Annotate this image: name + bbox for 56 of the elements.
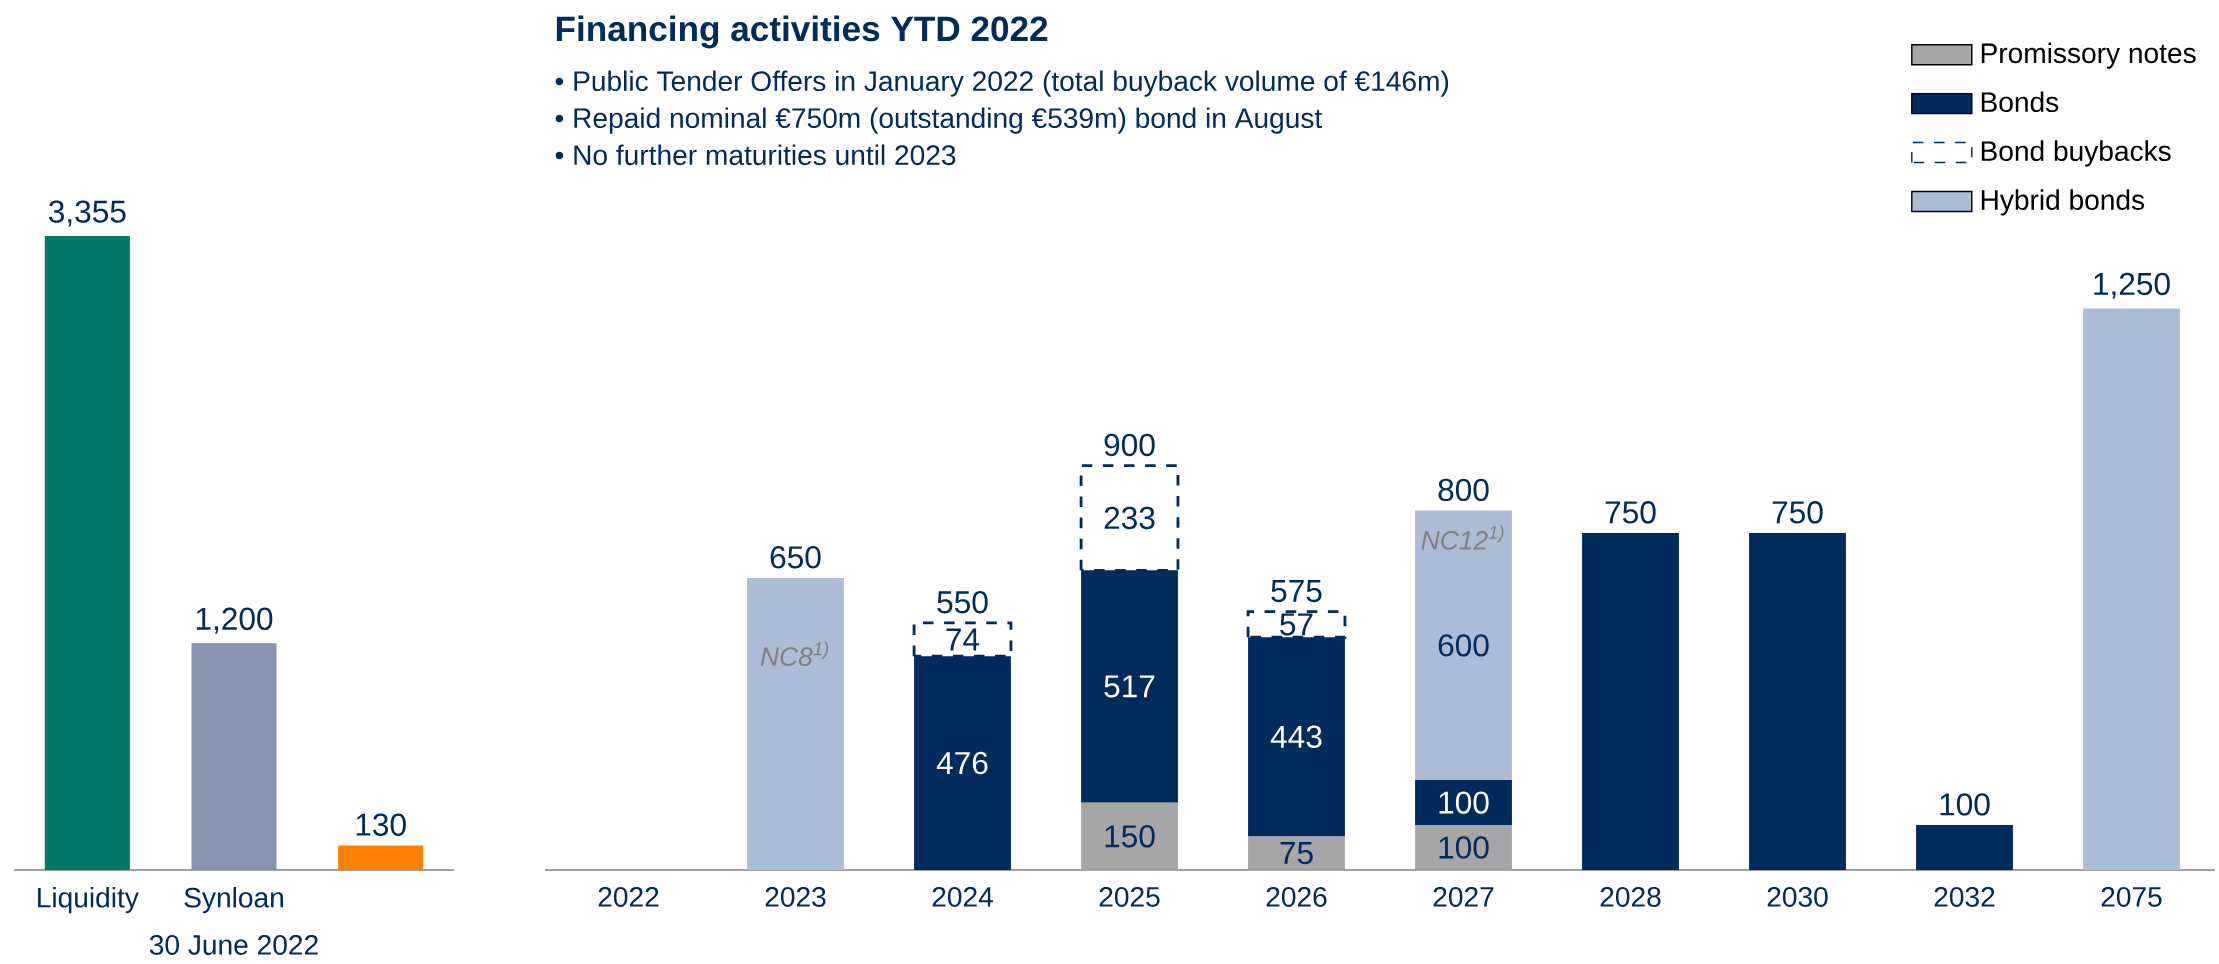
x-tick-label: 2023: [765, 886, 826, 907]
x-tick-label: 2025: [1099, 886, 1160, 907]
x-tick-label: 2024: [932, 886, 993, 907]
x-tick-label: Synloan: [184, 886, 283, 914]
annotation: NC12$^{1)}$: [1421, 525, 1504, 550]
x-tick-label: 2030: [1767, 886, 1828, 907]
data-label: 233: [1104, 506, 1155, 530]
annotation: NC8$^{1)}$: [760, 641, 829, 667]
data-label: 476: [936, 751, 988, 775]
total-label: 650: [770, 546, 821, 569]
total-label: 750: [1605, 501, 1656, 524]
total-label: 575: [1271, 580, 1322, 603]
total-label: 550: [937, 590, 988, 614]
bar: [1415, 780, 1512, 826]
data-label: 100: [1439, 836, 1489, 859]
data-label: 443: [1270, 725, 1322, 748]
data-label: 74: [946, 628, 980, 651]
legend-label: Bond buybacks: [1981, 140, 2171, 167]
data-label: 75: [1280, 842, 1313, 865]
bar: [1582, 533, 1679, 870]
x-tick-label: 2032: [1934, 886, 1995, 907]
bar: [1081, 802, 1178, 870]
bar: [1749, 533, 1846, 870]
total-label: 800: [1438, 478, 1489, 502]
legend-label: Promissory notes: [1981, 42, 2196, 69]
data-label: 600: [1438, 634, 1489, 657]
x-tick-label: Liquidity: [38, 886, 139, 914]
bar: [1415, 510, 1512, 781]
chart-title: Financing activities YTD 2022: [556, 15, 1048, 49]
x-tick-label: 2027: [1433, 886, 1494, 907]
bar: [1248, 836, 1345, 870]
data-label: 3,355: [48, 200, 126, 227]
total-label: 900: [1104, 433, 1155, 457]
data-label: 57: [1280, 613, 1313, 636]
x-tick-label: 2026: [1266, 886, 1327, 907]
bar: [1415, 825, 1512, 870]
x-tick-label: 2075: [2101, 886, 2162, 907]
bar: [747, 577, 844, 870]
x-axis-title: 30 June 2022: [149, 934, 318, 955]
legend-label: Bonds: [1981, 91, 2059, 113]
data-label: 150: [1105, 825, 1155, 848]
text: • No further maturities until 2023: [555, 144, 956, 166]
total-label: 100: [1940, 793, 1990, 816]
total-label: 750: [1772, 501, 1823, 524]
bar: [1916, 825, 2013, 870]
data-label: 517: [1104, 675, 1155, 698]
x-tick-label: 2022: [598, 886, 659, 907]
bar: [2083, 308, 2180, 870]
data-label: 130: [356, 813, 406, 836]
total-label: 1,250: [2094, 272, 2170, 299]
text: • Public Tender Offers in January 2022 (total buyback volume of €146m): [555, 70, 1449, 97]
data-label: 100: [1439, 791, 1489, 814]
legend-label: Hybrid bonds: [1981, 189, 2145, 216]
data-label: 1,200: [196, 607, 273, 634]
x-tick-label: 2028: [1600, 886, 1661, 907]
text: • Repaid nominal €750m (outstanding €539m) bond in August: [555, 107, 1323, 134]
